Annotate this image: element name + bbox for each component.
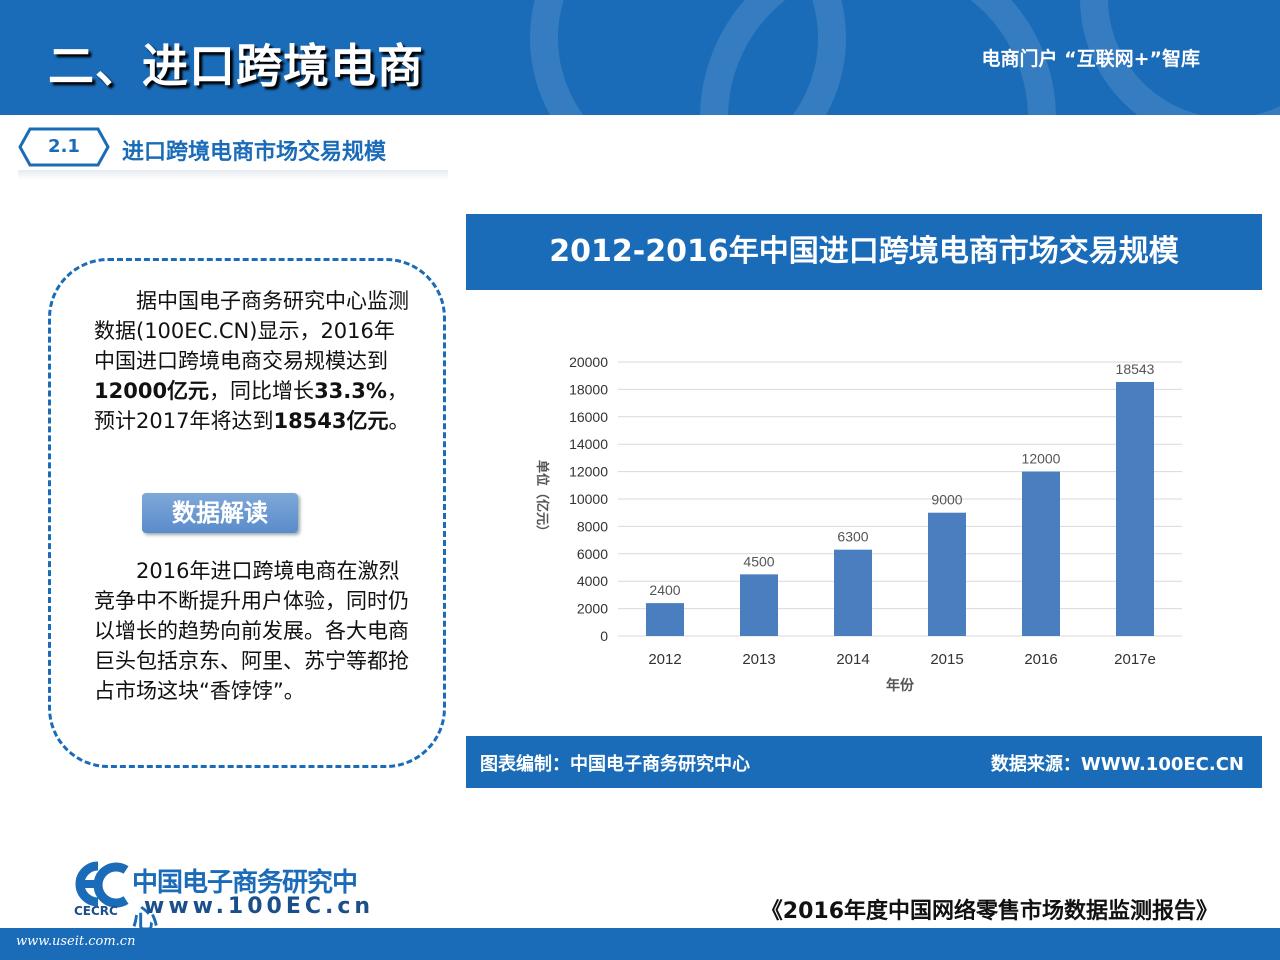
report-title: 《2016年度中国网络零售市场数据监测报告》 (760, 899, 1218, 924)
section-number: 2.1 (48, 136, 80, 157)
header-slogan: 电商门户 “互联网+”智库 (981, 48, 1200, 70)
y-tick-label: 0 (600, 628, 608, 644)
bar (834, 549, 872, 636)
x-axis-label: 年份 (886, 677, 915, 694)
x-tick-label: 2015 (930, 651, 963, 668)
section-number-badge: 2.1 (18, 127, 110, 167)
bar (646, 603, 684, 636)
para1-text-a: 据中国电子商务研究中心监测数据(100EC.CN)显示，2016年中国进口跨境电… (94, 289, 409, 373)
x-tick-label: 2012 (648, 651, 681, 668)
hexagon-badge-icon (18, 127, 110, 167)
y-tick-label: 8000 (577, 518, 608, 534)
watermark: www.useit.com.cn (16, 934, 136, 949)
data-label: 18543 (1116, 361, 1155, 377)
y-tick-label: 18000 (569, 381, 608, 397)
data-label: 4500 (743, 553, 774, 569)
header-banner: 二、进口跨境电商 电商门户 “互联网+”智库 (0, 0, 1280, 115)
data-label: 12000 (1022, 451, 1061, 467)
bar (1022, 471, 1060, 636)
chart-compiler: 图表编制：中国电子商务研究中心 (480, 754, 750, 775)
chart-source: 数据来源：WWW.100EC.CN (990, 754, 1244, 775)
para1-text-g: 。 (388, 409, 410, 433)
x-tick-label: 2016 (1024, 651, 1057, 668)
y-tick-label: 20000 (569, 354, 608, 370)
data-label: 6300 (837, 529, 868, 545)
bar-chart: 0 2000 4000 6000 8000 10000 12000 14000 16000 180… (534, 354, 1182, 694)
section-title: 进口跨境电商市场交易规模 (122, 140, 387, 165)
summary-box (48, 258, 446, 768)
logo-name: 中国电子商务研究中心 (132, 868, 358, 935)
para1-highlight-forecast: 18543亿元 (273, 409, 389, 433)
y-tick-label: 12000 (569, 464, 608, 480)
para1-text-e: ，预计2017年将达到 (94, 379, 408, 433)
section-divider (18, 170, 448, 180)
data-interpretation-badge: 数据解读 (142, 493, 298, 533)
bar (1116, 381, 1154, 636)
data-label: 9000 (931, 492, 962, 508)
bottom-bar (0, 928, 1280, 960)
chart-footer: 图表编制：中国电子商务研究中心 数据来源：WWW.100EC.CN (466, 736, 1262, 788)
para1-highlight-growth: 33.3% (314, 379, 387, 403)
page-title: 二、进口跨境电商 (48, 39, 424, 93)
chart-header: 2012-2016年中国进口跨境电商市场交易规模 (466, 214, 1262, 290)
x-tick-label: 2017e (1114, 651, 1156, 668)
summary-paragraph: 据中国电子商务研究中心监测数据(100EC.CN)显示，2016年中国进口跨境电… (94, 286, 414, 436)
ec-logo-icon (75, 861, 129, 908)
y-axis-label: 单位（亿元） (534, 460, 550, 538)
chart-panel: 2012-2016年中国进口跨境电商市场交易规模 0 2000 4000 6000 80… (466, 214, 1262, 788)
logo-url: www.100EC.cn (144, 894, 375, 919)
logo-abbreviation: CECRC (74, 904, 118, 918)
y-tick-label: 4000 (577, 573, 608, 589)
y-tick-label: 6000 (577, 546, 608, 562)
y-tick-label: 14000 (569, 436, 608, 452)
chart-title: 2012-2016年中国进口跨境电商市场交易规模 (549, 234, 1179, 269)
para1-text-c: ，同比增长 (209, 379, 315, 403)
para1-highlight-value: 12000亿元 (94, 379, 210, 403)
para2-text: 2016年进口跨境电商在激烈竞争中不断提升用户体验，同时仍以增长的趋势向前发展。… (94, 559, 409, 703)
bar (740, 574, 778, 636)
interpretation-paragraph: 2016年进口跨境电商在激烈竞争中不断提升用户体验，同时仍以增长的趋势向前发展。… (94, 556, 414, 706)
bar (928, 512, 966, 636)
cecrc-logo: CECRC 中国电子商务研究中心 www.100EC.cn (70, 858, 380, 935)
y-tick-label: 16000 (569, 409, 608, 425)
x-tick-label: 2013 (742, 651, 775, 668)
x-tick-label: 2014 (836, 651, 869, 668)
y-tick-label: 2000 (577, 601, 608, 617)
y-tick-label: 10000 (569, 491, 608, 507)
data-label: 2400 (649, 582, 680, 598)
